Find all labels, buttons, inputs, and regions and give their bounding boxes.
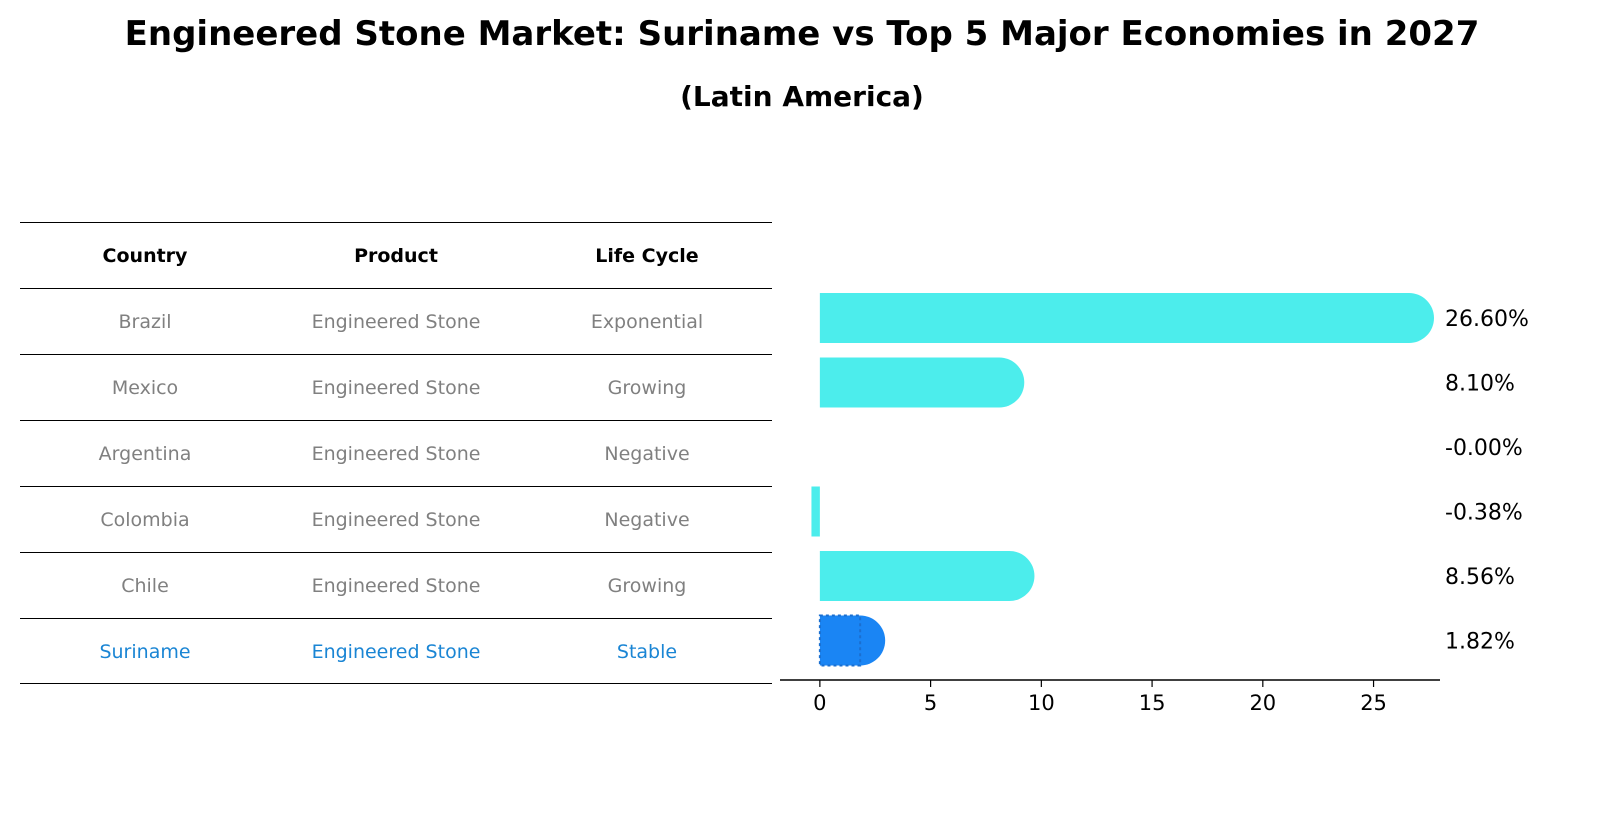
header-life-cycle: Life Cycle: [595, 245, 699, 267]
table-row: Chile Engineered Stone Growing: [20, 552, 772, 618]
cell-life-cycle: Negative: [604, 443, 690, 465]
table-row-highlight: Suriname Engineered Stone Stable: [20, 618, 772, 684]
value-label: -0.00%: [1445, 436, 1523, 461]
cell-life-cycle: Growing: [607, 377, 687, 399]
cell-product: Engineered Stone: [311, 641, 481, 663]
table-row: Mexico Engineered Stone Growing: [20, 354, 772, 420]
table-row: Colombia Engineered Stone Negative: [20, 486, 772, 552]
cell-product: Engineered Stone: [311, 443, 481, 465]
bar-mexico: [819, 357, 1025, 408]
bar-chart: 26.60% 8.10% -0.00% -0.38% 8.56% 1.82% 0 5 10 15 2…: [780, 293, 1529, 715]
value-label: 1.82%: [1445, 630, 1515, 655]
cell-product: Engineered Stone: [311, 575, 481, 597]
cell-country: Argentina: [98, 443, 192, 465]
x-tick-label: 15: [1139, 691, 1166, 715]
x-tick-label: 20: [1249, 691, 1276, 715]
value-label: 8.56%: [1445, 565, 1515, 590]
value-label: 8.10%: [1445, 372, 1515, 397]
cell-life-cycle: Growing: [607, 575, 687, 597]
table-header-row: Country Product Life Cycle: [20, 222, 772, 288]
bar-chile: [819, 551, 1035, 601]
x-tick-label: 10: [1028, 691, 1055, 715]
x-tick-label: 5: [924, 691, 937, 715]
cell-life-cycle: Negative: [604, 509, 690, 531]
value-label: -0.38%: [1445, 501, 1523, 526]
x-tick-label: 25: [1360, 691, 1387, 715]
cell-product: Engineered Stone: [311, 509, 481, 531]
x-tick-label: 0: [813, 691, 826, 715]
cell-product: Engineered Stone: [311, 311, 481, 333]
table-row: Brazil Engineered Stone Exponential: [20, 288, 772, 354]
header-country: Country: [102, 245, 188, 267]
cell-country: Mexico: [111, 377, 179, 399]
cell-product: Engineered Stone: [311, 377, 481, 399]
chart-title: Engineered Stone Market: Suriname vs Top…: [124, 14, 1480, 54]
chart-subtitle: (Latin America): [680, 80, 924, 113]
data-table: Country Product Life Cycle Brazil Engine…: [20, 222, 772, 684]
cell-life-cycle: Stable: [616, 641, 678, 663]
cell-country: Chile: [121, 575, 169, 597]
table-row: Argentina Engineered Stone Negative: [20, 420, 772, 486]
cell-country: Brazil: [118, 311, 172, 333]
bar-colombia: [811, 486, 820, 537]
cell-life-cycle: Exponential: [590, 311, 704, 333]
bar-brazil: [819, 293, 1434, 343]
cell-country: Colombia: [100, 509, 190, 531]
cell-country: Suriname: [99, 641, 191, 663]
value-label: 26.60%: [1445, 307, 1529, 332]
bar-highlight-outline: [818, 614, 862, 667]
header-product: Product: [354, 245, 438, 267]
bar-suriname: [819, 615, 886, 666]
